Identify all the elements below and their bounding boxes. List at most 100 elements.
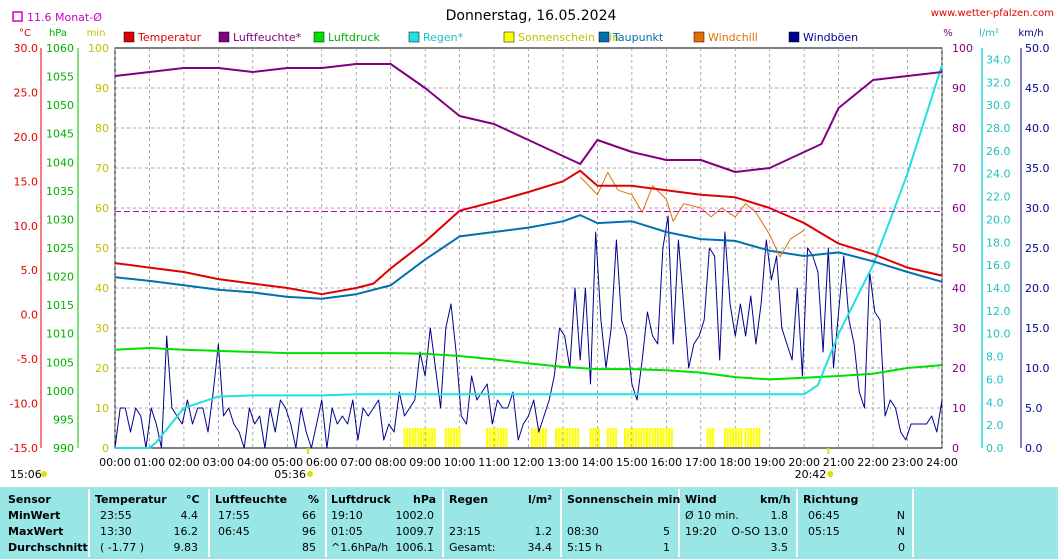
- stats-cell-press-time: ^1.6hPa/h: [331, 541, 389, 554]
- stats-cell-dir-time: 06:45: [808, 509, 840, 522]
- series-lines: [114, 63, 943, 449]
- stats-header-wind-unit: km/h: [760, 493, 791, 506]
- stats-cell-wind-val: O-SO 13.0: [731, 525, 788, 538]
- tick-label-pressure: 1045: [46, 128, 74, 141]
- tick-label-sun: 30: [95, 322, 109, 335]
- tick-label-rain: 18.0: [986, 236, 1011, 249]
- legend-swatch-regen: [408, 31, 420, 43]
- stats-cell-hum-val: 66: [302, 509, 316, 522]
- stats-cell-temp-val: 4.4: [180, 509, 199, 522]
- unit-rain: l/m²: [979, 28, 999, 39]
- tick-label-sun: 0: [102, 442, 109, 455]
- tick-label-x: 09:00: [409, 456, 441, 469]
- tick-label-x: 07:00: [340, 456, 372, 469]
- tick-label-x: 10:00: [444, 456, 476, 469]
- tick-label-wind: 0.0: [1025, 442, 1043, 455]
- stats-cell-wind-val: 1.8: [770, 509, 789, 522]
- unit-pressure: hPa: [49, 28, 67, 39]
- legend-swatch-temperatur: [123, 31, 135, 43]
- stats-header-rain-unit: l/m²: [528, 493, 553, 506]
- tick-label-sun: 100: [88, 42, 109, 55]
- tick-label-x: 12:00: [513, 456, 545, 469]
- sunshine-bars: [403, 428, 761, 447]
- tick-label-x: 20:00: [788, 456, 820, 469]
- tick-label-x: 18:00: [719, 456, 751, 469]
- stats-cell-sun-val: 1: [663, 541, 670, 554]
- tick-label-pressure: 1040: [46, 156, 74, 169]
- tick-label-sun: 50: [95, 242, 109, 255]
- tick-label-rain: 30.0: [986, 99, 1011, 112]
- website-link[interactable]: www.wetter-pfalzen.com: [931, 8, 1054, 19]
- current-time-icon: [41, 471, 47, 477]
- stats-cell-temp-time: 23:55: [100, 509, 132, 522]
- tick-label-wind: 40.0: [1025, 122, 1050, 135]
- stats-separator: [678, 489, 680, 557]
- tick-label-x: 17:00: [685, 456, 717, 469]
- stats-cell-wind-label: 19:20: [685, 525, 717, 538]
- stats-separator: [560, 489, 562, 557]
- stats-separator: [88, 489, 90, 557]
- tick-label-humidity: 20: [952, 362, 966, 375]
- tick-label-rain: 2.0: [986, 419, 1004, 432]
- tick-label-x: 00:00: [99, 456, 131, 469]
- tick-label-temp: -15.0: [10, 442, 38, 455]
- month-avg-icon: [12, 11, 23, 22]
- tick-label-rain: 0.0: [986, 442, 1004, 455]
- series-line-windchill: [579, 171, 805, 258]
- stats-cell-sun-time: 08:30: [567, 525, 599, 538]
- stats-cell-press-val: 1006.1: [395, 541, 435, 554]
- legend-swatch-luftdruck: [313, 31, 325, 43]
- stats-cell-temp-time: 13:30: [100, 525, 132, 538]
- tick-label-wind: 50.0: [1025, 42, 1050, 55]
- tick-label-temp: 15.0: [14, 175, 39, 188]
- unit-wind: km/h: [1018, 28, 1043, 39]
- stats-header-regen: Regen: [449, 493, 489, 506]
- tick-label-temp: 30.0: [14, 42, 39, 55]
- stats-cell-press-val: 1002.0: [395, 509, 435, 522]
- grid: [114, 47, 943, 449]
- stats-cell-dir-time: 05:15: [808, 525, 840, 538]
- tick-label-wind: 15.0: [1025, 322, 1050, 335]
- tick-label-sun: 40: [95, 282, 109, 295]
- tick-label-x: 23:00: [892, 456, 924, 469]
- tick-label-wind: 20.0: [1025, 282, 1050, 295]
- tick-label-x: 01:00: [134, 456, 166, 469]
- month-avg-label: 11.6 Monat-Ø: [27, 11, 102, 24]
- stats-header-richtung: Richtung: [803, 493, 859, 506]
- left-axes: -15.0 -10.0 -5.0 0.0 5.0 10.0 15.0 20.0 25.0 30.0…: [10, 42, 109, 455]
- tick-label-humidity: 90: [952, 82, 966, 95]
- tick-label-rain: 6.0: [986, 373, 1004, 386]
- tick-label-pressure: 990: [53, 442, 74, 455]
- tick-label-pressure: 1025: [46, 242, 74, 255]
- tick-label-x: 19:00: [754, 456, 786, 469]
- stats-separator: [208, 489, 210, 557]
- tick-label-pressure: 1035: [46, 185, 74, 198]
- series-line-luftdruck: [114, 347, 943, 381]
- tick-label-humidity: 60: [952, 202, 966, 215]
- legend-windchill: Windchill: [708, 31, 758, 44]
- series-line-regen: [115, 64, 943, 449]
- tick-label-wind: 45.0: [1025, 82, 1050, 95]
- legend-luftdruck: Luftdruck: [328, 31, 380, 44]
- tick-label-rain: 34.0: [986, 53, 1011, 66]
- tick-label-x: 24:00: [926, 456, 958, 469]
- stats-cell-temp-val: 16.2: [173, 525, 199, 538]
- legend-swatch-sonnenschein: [503, 31, 515, 43]
- x-axis: 00:00 01:00 02:00 03:00 04:00 05:00 06:00 07:00…: [99, 456, 958, 469]
- stats-cell-rain-time: Gesamt:: [449, 541, 496, 554]
- tick-label-pressure: 1010: [46, 328, 74, 341]
- stats-cell-wind-val: 3.5: [770, 541, 789, 554]
- tick-label-x: 11:00: [478, 456, 510, 469]
- tick-label-temp: 10.0: [14, 220, 39, 233]
- stats-cell-sun-val: 5: [663, 525, 670, 538]
- stats-cell-label: MinWert: [8, 509, 61, 522]
- stats-header-sensor: Sensor: [8, 493, 51, 506]
- tick-label-x: 13:00: [547, 456, 579, 469]
- stats-cell-sun-time: 5:15 h: [567, 541, 603, 554]
- stats-cell-press-val: 1009.7: [395, 525, 435, 538]
- tick-label-temp: -5.0: [17, 353, 38, 366]
- tick-label-pressure: 1000: [46, 385, 74, 398]
- stats-cell-hum-time: 06:45: [218, 525, 250, 538]
- tick-label-pressure: 1005: [46, 356, 74, 369]
- current-time-label: 15:06: [10, 468, 42, 481]
